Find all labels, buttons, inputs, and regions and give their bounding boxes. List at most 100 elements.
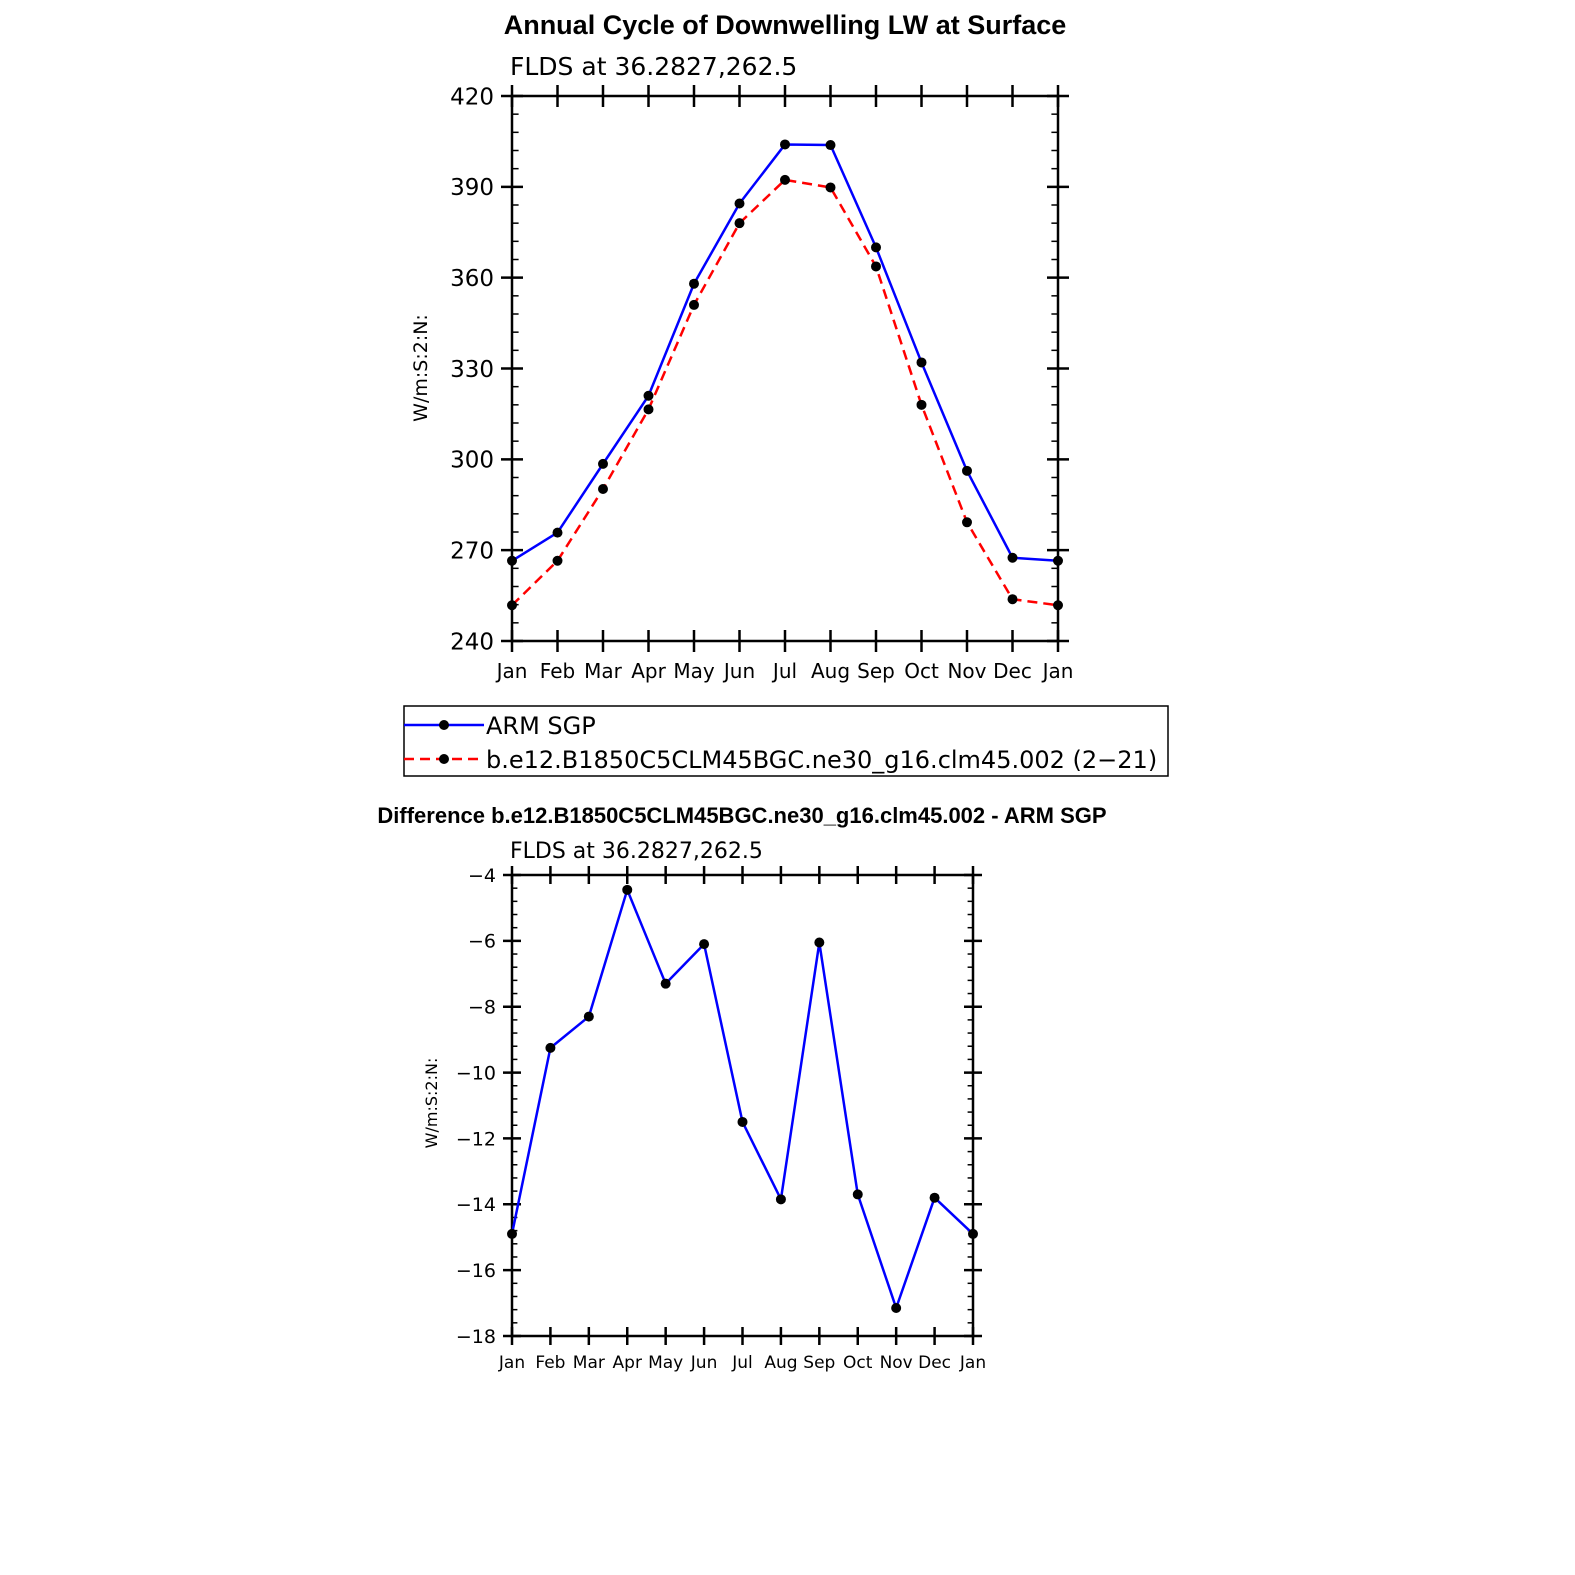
data-point-0-5 <box>699 939 710 950</box>
x-tick-label: Sep <box>857 659 895 683</box>
data-point-0-5 <box>734 198 745 209</box>
data-point-0-1 <box>545 1042 556 1053</box>
data-point-0-8 <box>871 242 881 253</box>
data-point-0-6 <box>780 139 790 150</box>
data-point-1-6 <box>780 174 790 185</box>
x-tick-label: Feb <box>540 659 575 683</box>
data-point-0-10 <box>962 465 972 476</box>
legend-label-arm-sgp: ARM SGP <box>486 712 596 740</box>
x-tick-label: Aug <box>764 1353 797 1373</box>
x-tick-label: Jan <box>1041 659 1074 683</box>
x-tick-label: Oct <box>904 659 939 683</box>
legend-marker-model <box>439 754 449 764</box>
data-point-0-3 <box>643 390 654 401</box>
y-tick-label: 360 <box>450 266 494 292</box>
y-tick-label: 330 <box>450 357 494 383</box>
y-tick-label: −8 <box>468 997 496 1019</box>
x-tick-label: Jan <box>495 659 528 683</box>
legend-marker-arm-sgp <box>439 720 449 730</box>
data-point-1-1 <box>552 555 563 566</box>
data-point-0-11 <box>929 1192 940 1203</box>
x-tick-label: Nov <box>880 1353 913 1373</box>
chart1-plot-area <box>507 139 1063 611</box>
data-point-0-8 <box>814 937 825 948</box>
y-tick-label: −18 <box>456 1326 496 1348</box>
legend-box <box>403 705 1169 777</box>
chart2-title: Difference b.e12.B1850C5CLM45BGC.ne30_g1… <box>377 803 1106 828</box>
data-point-1-4 <box>689 299 699 310</box>
data-point-1-9 <box>916 399 927 410</box>
data-point-1-3 <box>643 404 654 415</box>
x-tick-label: Mar <box>584 659 623 683</box>
chart1-legend: ARM SGP b.e12.B1850C5CLM45BGC.ne30_g16.c… <box>403 705 1169 777</box>
x-tick-label: Jan <box>498 1353 525 1373</box>
x-tick-label: Apr <box>631 659 666 683</box>
data-point-1-12 <box>1053 600 1063 611</box>
x-tick-label: Dec <box>918 1353 951 1373</box>
data-point-0-12 <box>1053 555 1063 566</box>
x-tick-label: Jan <box>959 1353 986 1373</box>
y-tick-label: −12 <box>456 1128 496 1150</box>
data-point-0-6 <box>737 1116 748 1127</box>
data-point-1-2 <box>598 484 608 495</box>
data-point-0-10 <box>891 1303 902 1314</box>
data-point-0-7 <box>825 140 836 151</box>
x-tick-label: May <box>648 1353 683 1373</box>
y-tick-label: 240 <box>450 629 494 655</box>
data-point-1-5 <box>734 218 745 229</box>
x-tick-label: Mar <box>573 1353 605 1373</box>
data-point-0-0 <box>507 1228 517 1239</box>
data-point-0-4 <box>689 278 699 289</box>
chart1-title: Annual Cycle of Downwelling LW at Surfac… <box>504 10 1067 40</box>
plot-frame <box>510 873 975 1338</box>
x-tick-label: Apr <box>613 1353 642 1373</box>
data-point-1-11 <box>1007 594 1018 605</box>
chart1-subtitle: FLDS at 36.2827,262.5 <box>510 52 797 81</box>
data-point-0-4 <box>660 978 671 989</box>
data-point-1-8 <box>871 261 881 272</box>
y-tick-label: 390 <box>450 175 494 201</box>
y-tick-label: −4 <box>468 865 496 887</box>
chart2-y-axis-label: W/m:S:2:N: <box>422 1058 441 1149</box>
data-point-1-10 <box>962 517 972 528</box>
x-tick-label: Dec <box>993 659 1032 683</box>
x-tick-label: Jul <box>771 659 797 683</box>
data-point-0-2 <box>583 1011 594 1022</box>
data-point-1-0 <box>507 600 517 611</box>
y-tick-label: 420 <box>450 84 494 110</box>
data-point-1-7 <box>825 182 836 193</box>
y-tick-label: 300 <box>450 448 494 474</box>
data-point-0-2 <box>598 458 608 469</box>
y-tick-label: −10 <box>456 1062 496 1084</box>
x-tick-label: Sep <box>803 1353 835 1373</box>
data-point-0-9 <box>852 1189 863 1200</box>
x-tick-label: Oct <box>843 1353 873 1373</box>
data-point-0-9 <box>916 357 927 368</box>
x-tick-label: Aug <box>811 659 850 683</box>
series-line-0 <box>510 888 974 1310</box>
chart1-y-axis-label: W/m:S:2:N: <box>410 314 432 422</box>
y-tick-label: −16 <box>456 1260 496 1282</box>
chart2-plot-area <box>507 884 978 1314</box>
x-tick-label: Nov <box>947 659 986 683</box>
chart2-subtitle: FLDS at 36.2827,262.5 <box>510 839 763 864</box>
data-point-0-1 <box>552 527 563 538</box>
data-point-0-3 <box>622 884 633 895</box>
data-point-0-12 <box>968 1228 978 1239</box>
x-tick-label: Jun <box>722 659 755 683</box>
y-tick-label: −6 <box>468 931 496 953</box>
data-point-0-7 <box>775 1194 786 1205</box>
y-tick-label: −14 <box>456 1194 496 1216</box>
series-line-1 <box>511 178 1059 607</box>
data-point-0-11 <box>1007 552 1018 563</box>
y-tick-label: 270 <box>450 538 494 564</box>
x-tick-label: Feb <box>535 1353 565 1373</box>
legend-label-model: b.e12.B1850C5CLM45BGC.ne30_g16.clm45.002… <box>486 746 1157 774</box>
data-point-0-0 <box>507 555 517 566</box>
x-tick-label: May <box>673 659 715 683</box>
series-line-0 <box>511 143 1059 563</box>
x-tick-label: Jul <box>731 1353 753 1373</box>
